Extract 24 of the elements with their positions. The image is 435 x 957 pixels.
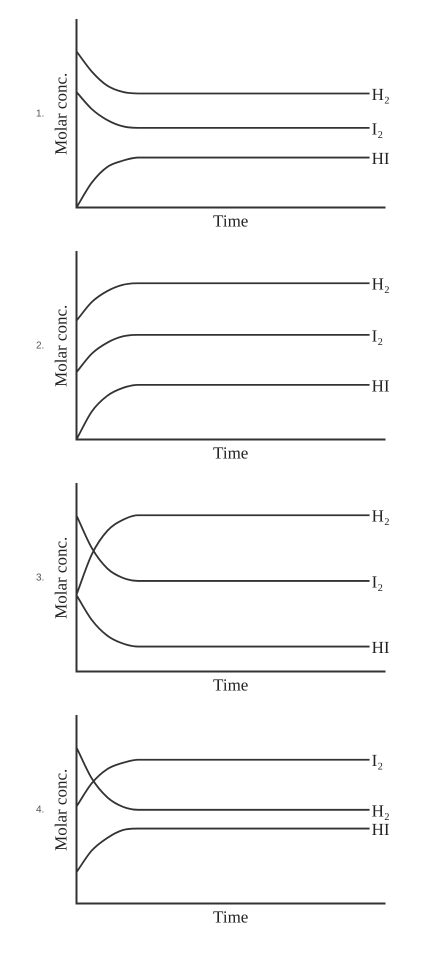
text: 4. <box>36 804 44 816</box>
x-axis-title: Time <box>213 675 248 694</box>
y-axis-title: Molar conc. <box>52 768 71 851</box>
text: 2. <box>36 340 44 352</box>
text: 3. <box>36 572 44 584</box>
x-axis-title: Time <box>213 211 248 230</box>
series-label: I₂ <box>372 326 384 346</box>
series-label: I₂ <box>372 119 384 138</box>
x-axis-title: Time <box>213 443 248 462</box>
series-label: HI <box>372 376 390 396</box>
y-axis-title: Molar conc. <box>52 536 71 619</box>
y-axis-title: Molar conc. <box>52 304 71 387</box>
series-label: H₂ <box>372 84 390 104</box>
text: 1. <box>36 108 44 120</box>
series-label: I₂ <box>372 572 384 592</box>
series-label: H₂ <box>372 506 390 526</box>
y-axis-title: Molar conc. <box>52 72 71 155</box>
x-axis-title: Time <box>213 907 248 926</box>
series-label: HI <box>372 149 390 168</box>
series-label: I₂ <box>372 751 384 770</box>
series-label: HI <box>372 820 390 840</box>
series-label: HI <box>372 638 390 658</box>
series-label: H₂ <box>372 801 390 820</box>
series-label: H₂ <box>372 274 390 294</box>
